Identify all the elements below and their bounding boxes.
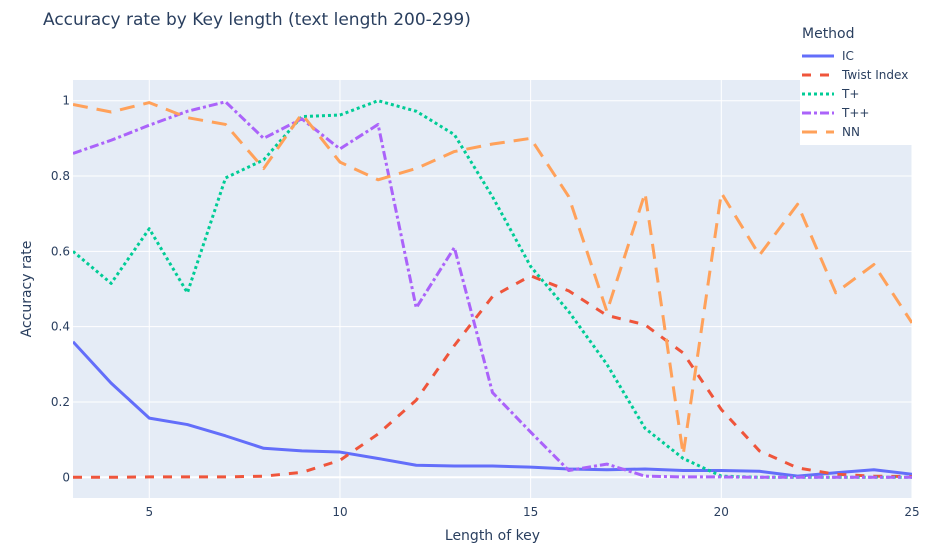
- series-line-t-[interactable]: [73, 99, 912, 479]
- series-line-nn[interactable]: [73, 101, 912, 457]
- legend-item[interactable]: Twist Index: [800, 65, 912, 84]
- series-line-ic[interactable]: [73, 340, 912, 478]
- legend-label: T+: [842, 86, 860, 101]
- legend-label: T++: [842, 105, 870, 120]
- legend-item[interactable]: T+: [800, 84, 912, 103]
- x-tick-label: 5: [145, 505, 153, 519]
- x-tick-label: 15: [523, 505, 538, 519]
- legend-label: NN: [842, 124, 860, 139]
- y-tick-label: 0.8: [51, 169, 70, 183]
- legend-swatch: [802, 92, 834, 95]
- x-axis-title: Length of key: [445, 528, 540, 544]
- legend-swatch: [802, 111, 834, 114]
- y-axis-title: Accuracy rate: [19, 241, 35, 338]
- gridlines: [73, 80, 913, 498]
- plot-background[interactable]: [73, 80, 912, 498]
- x-tick-label: 25: [904, 505, 919, 519]
- x-axis-ticks: 5 10 15 20 25: [145, 505, 919, 519]
- x-tick-label: 20: [714, 505, 729, 519]
- legend-items: IC Twist Index T+ T++ NN: [800, 46, 912, 141]
- x-tick-label: 10: [332, 505, 347, 519]
- legend-label: Twist Index: [842, 67, 909, 82]
- legend: Method IC Twist Index T+ T++ NN: [800, 24, 912, 145]
- legend-swatch: [802, 73, 834, 76]
- series-lines: [73, 99, 912, 479]
- y-axis-ticks: 0 0.2 0.4 0.6 0.8 1: [51, 94, 70, 485]
- series-line-t-[interactable]: [73, 100, 912, 479]
- legend-item[interactable]: IC: [800, 46, 912, 65]
- y-tick-label: 0: [62, 470, 70, 484]
- legend-swatch: [802, 54, 834, 57]
- y-tick-label: 0.6: [51, 244, 70, 258]
- legend-item[interactable]: NN: [800, 122, 912, 141]
- legend-swatch: [802, 130, 834, 133]
- y-tick-label: 0.2: [51, 395, 70, 409]
- y-tick-label: 0.4: [51, 320, 70, 334]
- legend-item[interactable]: T++: [800, 103, 912, 122]
- y-tick-label: 1: [62, 94, 70, 108]
- legend-label: IC: [842, 48, 854, 63]
- legend-title: Method: [802, 26, 855, 42]
- series-line-twist-index[interactable]: [73, 274, 912, 479]
- chart-title: Accuracy rate by Key length (text length…: [43, 10, 471, 30]
